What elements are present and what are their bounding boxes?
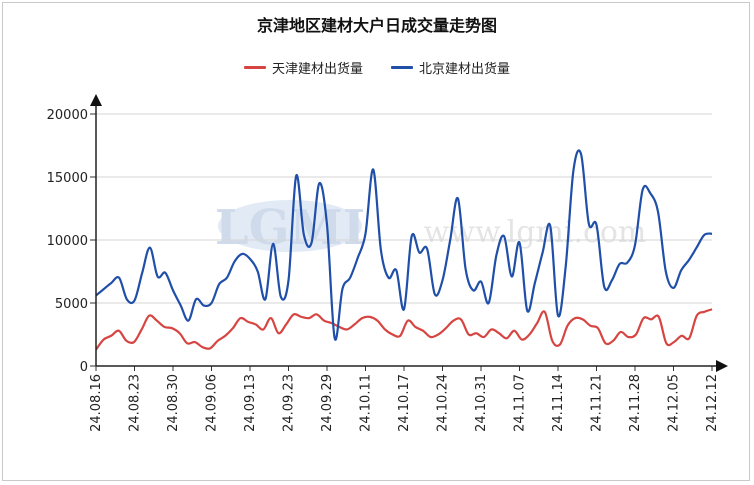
x-tick-label: 24.10.31: [474, 374, 489, 432]
series-line-beijing: [95, 149, 713, 341]
x-tick-label: 24.11.21: [590, 374, 605, 432]
y-tick-label: 15000: [47, 171, 88, 186]
legend-swatch-tianjin: [243, 66, 266, 69]
x-tick-label: 24.08.16: [89, 374, 104, 432]
x-tick-label: 24.09.06: [205, 374, 220, 432]
legend-item-beijing[interactable]: 北京建材出货量: [391, 58, 510, 77]
chart-legend: 天津建材出货量 北京建材出货量: [0, 58, 754, 77]
axes: [90, 94, 728, 372]
watermark: LGMI www.lgmi.com: [215, 200, 647, 256]
legend-item-tianjin[interactable]: 天津建材出货量: [243, 58, 363, 77]
series-lines: [95, 149, 713, 351]
x-axis-ticks: 24.08.16 24.08.23 24.08.30 24.09.06 24.09.13…: [89, 366, 720, 432]
series-line-tianjin: [95, 308, 713, 351]
chart-frame: [2, 2, 750, 481]
x-tick-label: 24.08.30: [166, 374, 181, 432]
x-tick-label: 24.09.13: [243, 374, 258, 432]
x-tick-label: 24.12.12: [705, 374, 720, 432]
chart-title: 京津地区建材大户日成交量走势图: [256, 16, 497, 35]
y-tick-label: 0: [80, 360, 88, 375]
x-tick-label: 24.09.23: [282, 374, 297, 432]
legend-label-tianjin: 天津建材出货量: [271, 62, 363, 77]
y-tick-label: 10000: [47, 234, 88, 249]
x-tick-label: 24.11.07: [513, 374, 528, 432]
grid-lines: [96, 113, 712, 304]
x-tick-label: 24.11.14: [551, 374, 566, 432]
x-tick-label: 24.10.17: [397, 374, 412, 432]
x-tick-label: 24.08.23: [128, 374, 143, 432]
y-axis-ticks: 0 5000 10000 15000 20000: [47, 108, 96, 375]
legend-swatch-beijing: [391, 66, 413, 69]
x-tick-label: 24.10.24: [436, 374, 451, 432]
x-tick-label: 24.09.29: [320, 374, 335, 432]
y-tick-label: 5000: [55, 297, 88, 312]
y-tick-label: 20000: [47, 108, 88, 123]
x-tick-label: 24.10.11: [359, 374, 374, 432]
y-axis-arrow: [90, 94, 102, 106]
x-axis-arrow: [716, 360, 728, 372]
watermark-url-text: www.lgmi.com: [424, 215, 647, 250]
legend-label-beijing: 北京建材出货量: [419, 62, 511, 77]
x-tick-label: 24.11.28: [628, 374, 643, 432]
x-tick-label: 24.12.05: [667, 374, 682, 432]
